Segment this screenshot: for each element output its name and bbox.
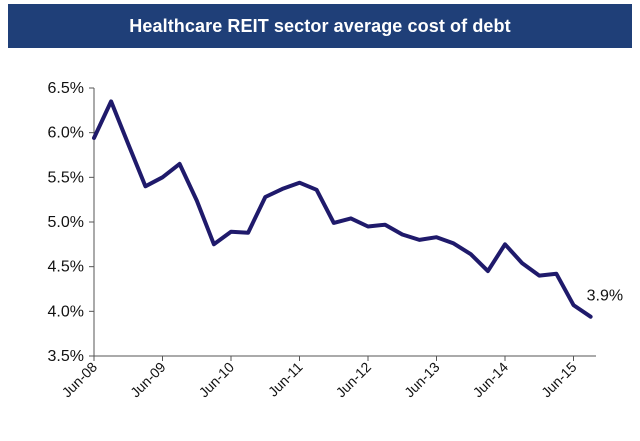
x-tick-label: Jun-15 [538, 359, 580, 401]
series-line [92, 99, 593, 319]
y-tick-label: 3.5% [48, 348, 84, 365]
chart-area: 3.5% 4.0% 4.5% 5.0% 5.5% 6.0% 6.5% Jun-08 Jun-0… [0, 60, 640, 441]
end-value-label: 3.9% [587, 288, 623, 305]
x-tick-label: Jun-12 [333, 359, 375, 401]
data-series [92, 99, 593, 319]
x-tick-label: Jun-11 [265, 359, 306, 400]
y-tick-label: 6.0% [48, 125, 84, 142]
chart-title: Healthcare REIT sector average cost of d… [129, 15, 511, 36]
x-axis-ticks: Jun-08 Jun-09 Jun-10 Jun-11 Jun-12 Jun-13 Jun-… [59, 356, 580, 400]
line-chart: 3.5%4.0%4.5%5.0%5.5%6.0%6.5% Jun-08 Jun-0… [48, 80, 624, 400]
y-tick-label: 4.0% [48, 303, 84, 320]
x-tick-label: Jun-09 [127, 359, 169, 401]
x-tick-label: Jun-14 [470, 359, 512, 401]
y-tick-label: 6.5% [48, 80, 84, 97]
y-tick-label: 5.0% [48, 214, 84, 231]
chart-title-bar: Healthcare REIT sector average cost of d… [8, 4, 632, 48]
y-tick-label: 5.5% [48, 169, 84, 186]
x-tick-label: Jun-10 [196, 359, 238, 401]
y-tick-label: 4.5% [48, 259, 84, 276]
y-axis-ticks: 3.5% 4.0% 4.5% 5.0% 5.5% 6.0% 6.5% [48, 80, 94, 365]
chart-annotations: 3.9% [587, 288, 623, 305]
x-tick-label: Jun-13 [401, 359, 443, 401]
